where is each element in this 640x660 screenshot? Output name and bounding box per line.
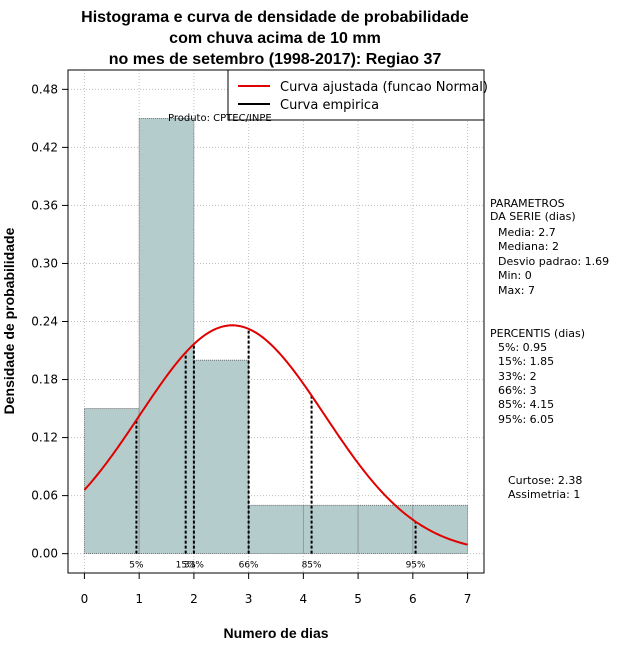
y-tick-label-5: 0.30: [31, 256, 58, 270]
curve-layer: [83, 324, 468, 546]
legend-box: [227, 69, 485, 121]
percentile-label-2: 33%: [184, 561, 204, 571]
percentis-p66: 66%: 3: [498, 384, 537, 397]
parametros-heading-1: PARAMETROS: [490, 197, 565, 210]
percentile-label-3: 66%: [239, 561, 259, 571]
x-tick-label-3: 3: [245, 592, 253, 606]
axis-layer: 0 1 2 3 4 5 6 7 0.00 0.06 0.12 0.18 0.24 0.30 0.36 0.42…: [31, 82, 471, 606]
y-tick-label-3: 0.18: [31, 373, 58, 387]
y-tick-label-0: 0.00: [31, 547, 58, 561]
percentile-label-5: 95%: [406, 561, 426, 571]
chart-title-line-2: com chuva acima de 10 mm: [169, 30, 381, 47]
x-tick-label-4: 4: [300, 592, 308, 606]
legend-label-normal: Curva ajustada (funcao Normal): [280, 80, 488, 95]
percentile-label-4: 85%: [302, 561, 322, 571]
parametros-desvio: Desvio padrao: 1.69: [498, 255, 609, 268]
parametros-min: Min: 0: [498, 269, 532, 282]
y-axis-title: Densidade de probabilidade: [1, 227, 17, 414]
x-tick-label-6: 6: [409, 592, 417, 606]
percentis-p85: 85%: 4.15: [498, 398, 554, 411]
curtose-text: Curtose: 2.38: [508, 474, 582, 487]
percentis-p15: 15%: 1.85: [498, 355, 554, 368]
chart-title-line-1: Histograma e curva de densidade de proba…: [81, 9, 469, 26]
y-tick-label-4: 0.24: [31, 315, 58, 329]
histogram-bar-6: [412, 504, 468, 555]
y-tick-label-8: 0.48: [31, 82, 58, 96]
parametros-media: Media: 2.7: [498, 226, 556, 239]
x-axis-title: Numero de dias: [223, 625, 328, 641]
percentile-label-0: 5%: [129, 561, 144, 571]
x-tick-label-7: 7: [464, 592, 472, 606]
y-tick-label-7: 0.42: [31, 140, 58, 154]
chart-title-line-3: no mes de setembro (1998-2017): Regiao 3…: [109, 51, 442, 68]
normal-fit-curve: [83, 324, 468, 546]
shape-stats-panel: Curtose: 2.38 Assimetria: 1: [508, 474, 582, 501]
histogram-bar-3: [248, 504, 304, 555]
legend-label-empirical: Curva empirica: [280, 98, 379, 113]
parametros-heading-2: DA SERIE (dias): [490, 210, 576, 223]
product-label: Produto: CPTEC/INPE: [168, 113, 272, 124]
x-tick-label-5: 5: [354, 592, 362, 606]
parametros-panel: PARAMETROS DA SERIE (dias) Media: 2.7 Me…: [490, 197, 609, 297]
legend: Curva ajustada (funcao Normal) Curva emp…: [227, 69, 488, 121]
percentile-layer: 5% 15%33% 66% 85% 95%: [129, 328, 426, 571]
y-tick-label-6: 0.36: [31, 198, 58, 212]
assimetria-text: Assimetria: 1: [508, 488, 580, 501]
bars-layer: [84, 117, 468, 555]
percentis-p5: 5%: 0.95: [498, 341, 547, 354]
y-tick-label-2: 0.12: [31, 431, 58, 445]
y-tick-label-1: 0.06: [31, 489, 58, 503]
percentis-p33: 33%: 2: [498, 370, 537, 383]
x-tick-label-0: 0: [81, 592, 89, 606]
parametros-max: Max: 7: [498, 284, 535, 297]
percentis-panel: PERCENTIS (dias) 5%: 0.95 15%: 1.85 33%:…: [490, 327, 585, 426]
percentile-label-1: 15%: [176, 561, 196, 571]
histogram-bar-0: [84, 408, 140, 555]
percentis-heading: PERCENTIS (dias): [490, 327, 585, 340]
percentis-p95: 95%: 6.05: [498, 413, 554, 426]
x-tick-label-2: 2: [190, 592, 198, 606]
parametros-mediana: Mediana: 2: [498, 240, 559, 253]
histogram-bar-2: [193, 359, 250, 555]
x-tick-label-1: 1: [135, 592, 143, 606]
